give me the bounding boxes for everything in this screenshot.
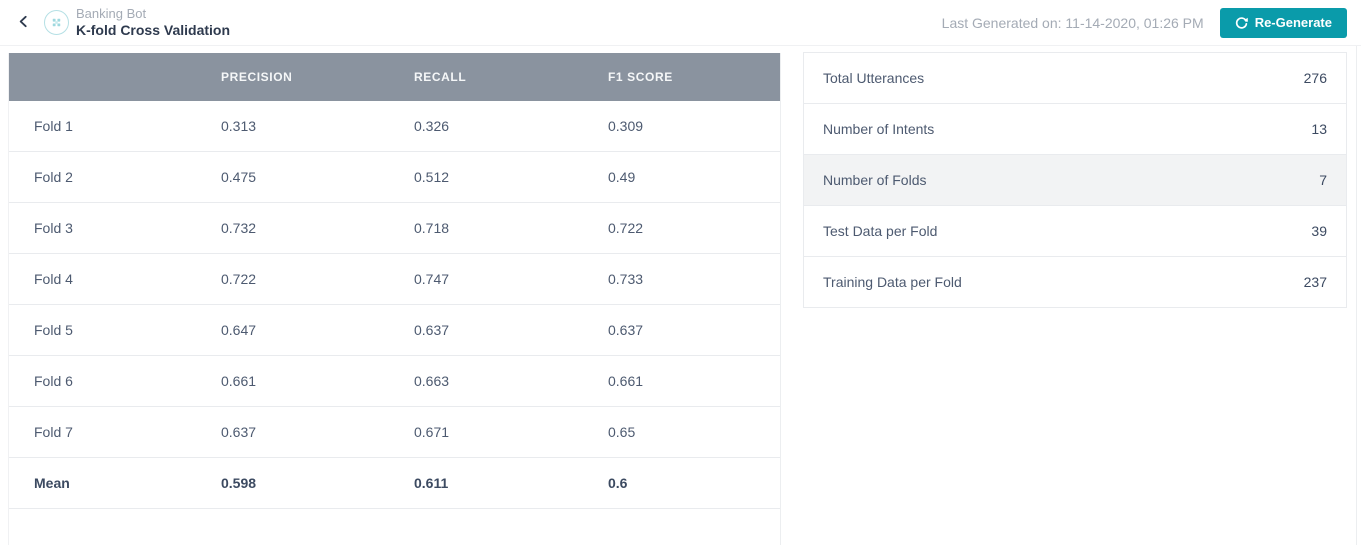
table-row: Fold 5 0.647 0.637 0.637	[9, 305, 780, 356]
summary-row-total-utterances: Total Utterances 276	[804, 53, 1346, 104]
table-row: Fold 6 0.661 0.663 0.661	[9, 356, 780, 407]
validation-summary-panel: Total Utterances 276 Number of Intents 1…	[803, 52, 1347, 308]
summary-label: Total Utterances	[823, 70, 925, 86]
fold-label-cell: Mean	[34, 475, 70, 491]
summary-row-number-of-intents: Number of Intents 13	[804, 104, 1346, 155]
table-row: Fold 2 0.475 0.512 0.49	[9, 152, 780, 203]
precision-cell: 0.661	[221, 373, 257, 389]
fold-label-cell: Fold 4	[34, 271, 73, 287]
column-header-precision: PRECISION	[221, 70, 293, 84]
column-header-f1score: F1 SCORE	[608, 70, 673, 84]
summary-value: 237	[1303, 274, 1327, 290]
f1-cell: 0.309	[608, 118, 644, 134]
summary-label: Test Data per Fold	[823, 223, 938, 239]
recall-cell: 0.671	[414, 424, 450, 440]
table-row: Fold 7 0.637 0.671 0.65	[9, 407, 780, 458]
recall-cell: 0.663	[414, 373, 450, 389]
recall-cell: 0.747	[414, 271, 450, 287]
summary-label: Training Data per Fold	[823, 274, 962, 290]
column-header-recall: RECALL	[414, 70, 467, 84]
fold-label-cell: Fold 3	[34, 220, 73, 236]
precision-cell: 0.647	[221, 322, 257, 338]
summary-row-training-data-per-fold: Training Data per Fold 237	[804, 257, 1346, 308]
f1-cell: 0.6	[608, 475, 628, 491]
f1-cell: 0.49	[608, 169, 636, 185]
bot-avatar-icon	[44, 10, 69, 35]
topbar-right-group: Last Generated on: 11-14-2020, 01:26 PM …	[941, 7, 1347, 38]
title-block: Banking Bot K-fold Cross Validation	[76, 6, 230, 40]
precision-cell: 0.637	[221, 424, 257, 440]
summary-label: Number of Intents	[823, 121, 935, 137]
f1-cell: 0.65	[608, 424, 636, 440]
precision-cell: 0.732	[221, 220, 257, 236]
f1-cell: 0.733	[608, 271, 644, 287]
chevron-left-icon	[16, 14, 31, 32]
recall-cell: 0.718	[414, 220, 450, 236]
summary-value: 13	[1311, 121, 1327, 137]
fold-label-cell: Fold 2	[34, 169, 73, 185]
summary-value: 7	[1319, 172, 1327, 188]
table-header-row: PRECISION RECALL F1 SCORE	[9, 53, 780, 101]
table-row: Fold 1 0.313 0.326 0.309	[9, 101, 780, 152]
fold-label-cell: Fold 5	[34, 322, 73, 338]
refresh-icon	[1235, 16, 1248, 29]
summary-value: 276	[1303, 70, 1327, 86]
precision-cell: 0.475	[221, 169, 257, 185]
f1-cell: 0.637	[608, 322, 644, 338]
table-row: Fold 4 0.722 0.747 0.733	[9, 254, 780, 305]
regenerate-button[interactable]: Re-Generate	[1219, 7, 1347, 38]
fold-label-cell: Fold 6	[34, 373, 73, 389]
back-button[interactable]	[10, 10, 36, 36]
f1-cell: 0.722	[608, 220, 644, 236]
precision-cell: 0.598	[221, 475, 257, 491]
last-generated-text: Last Generated on: 11-14-2020, 01:26 PM	[941, 14, 1204, 31]
page-edge-divider	[1356, 0, 1357, 545]
regenerate-button-label: Re-Generate	[1254, 15, 1332, 30]
summary-value: 39	[1311, 223, 1327, 239]
recall-cell: 0.326	[414, 118, 450, 134]
precision-cell: 0.313	[221, 118, 257, 134]
summary-label: Number of Folds	[823, 172, 927, 188]
table-row-mean: Mean 0.598 0.611 0.6	[9, 458, 780, 509]
table-row: Fold 3 0.732 0.718 0.722	[9, 203, 780, 254]
fold-label-cell: Fold 1	[34, 118, 73, 134]
summary-row-test-data-per-fold: Test Data per Fold 39	[804, 206, 1346, 257]
fold-label-cell: Fold 7	[34, 424, 73, 440]
recall-cell: 0.637	[414, 322, 450, 338]
summary-row-number-of-folds: Number of Folds 7	[804, 155, 1346, 206]
recall-cell: 0.512	[414, 169, 450, 185]
top-bar: Banking Bot K-fold Cross Validation Last…	[0, 0, 1361, 46]
f1-cell: 0.661	[608, 373, 644, 389]
precision-cell: 0.722	[221, 271, 257, 287]
recall-cell: 0.611	[414, 475, 449, 491]
kfold-metrics-table: PRECISION RECALL F1 SCORE Fold 1 0.313 0…	[8, 53, 781, 545]
bot-name: Banking Bot	[76, 5, 147, 21]
page-title: K-fold Cross Validation	[76, 21, 231, 38]
